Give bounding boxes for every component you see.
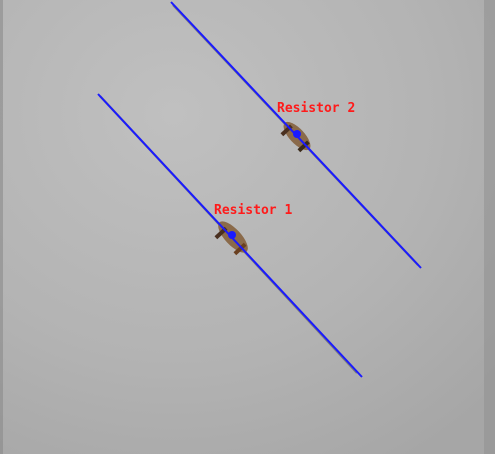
resistor-2-center-marker bbox=[293, 130, 301, 138]
detection-resistor-1: Resistor 1 bbox=[97, 93, 363, 378]
right-dark-edge bbox=[484, 0, 495, 454]
detection-resistor-2: Resistor 2 bbox=[170, 1, 422, 269]
resistor-2-label: Resistor 2 bbox=[277, 101, 355, 116]
resistor-1-band-b bbox=[233, 242, 247, 256]
resistor-2-band-b bbox=[297, 140, 310, 153]
resistor-1-center-marker bbox=[228, 231, 236, 239]
left-dark-edge bbox=[0, 0, 3, 454]
resistor-1-label: Resistor 1 bbox=[214, 203, 292, 218]
